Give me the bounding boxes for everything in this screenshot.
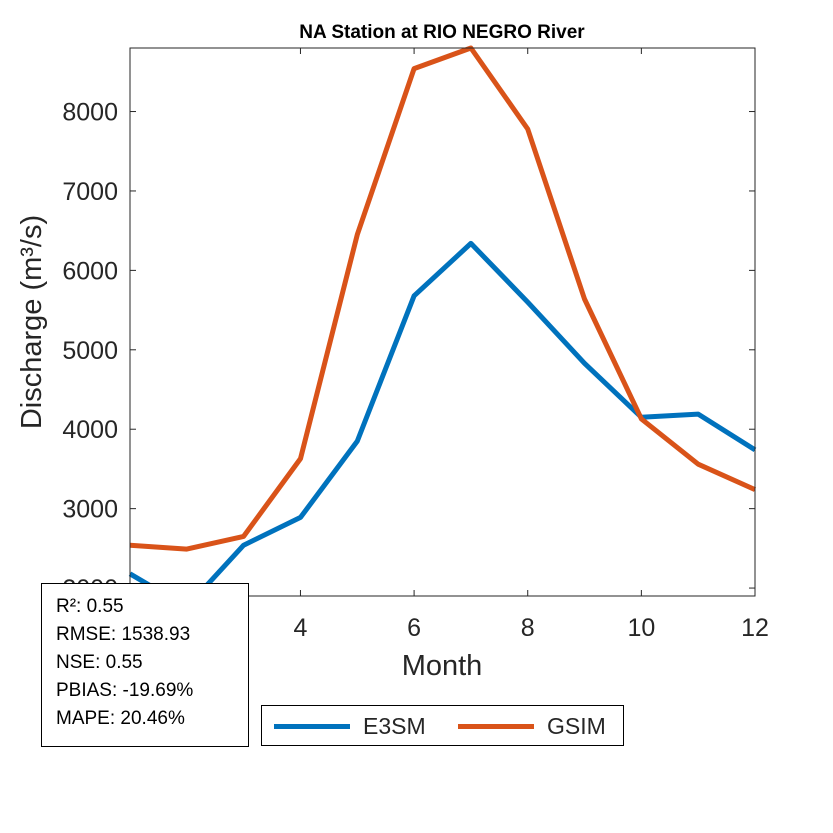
legend: E3SM GSIM xyxy=(261,705,624,746)
y-tick-label: 5000 xyxy=(62,337,118,365)
y-tick-label: 8000 xyxy=(62,99,118,127)
plot-frame xyxy=(129,47,756,597)
y-tick-label: 3000 xyxy=(62,496,118,524)
legend-swatch-e3sm xyxy=(274,724,350,729)
stats-mape: MAPE: 20.46% xyxy=(56,708,185,729)
y-tick-label: 7000 xyxy=(62,178,118,206)
stats-rmse: RMSE: 1538.93 xyxy=(56,624,191,645)
stats-nse: NSE: 0.55 xyxy=(56,652,143,673)
x-tick-label: 6 xyxy=(407,614,421,642)
x-tick-label: 8 xyxy=(521,614,535,642)
y-tick-label: 6000 xyxy=(62,257,118,285)
chart-title: NA Station at RIO NEGRO River xyxy=(299,22,585,43)
x-axis-label: Month xyxy=(402,650,483,682)
y-axis-label: Discharge (m³/s) xyxy=(16,215,48,429)
series-line-gsim xyxy=(129,45,757,552)
legend-label-gsim: GSIM xyxy=(547,713,606,739)
x-tick-label: 12 xyxy=(741,614,769,642)
series-line-e3sm xyxy=(128,240,757,610)
legend-label-e3sm: E3SM xyxy=(363,713,426,739)
x-tick-label: 10 xyxy=(627,614,655,642)
x-tick-label: 4 xyxy=(294,614,308,642)
plot-area xyxy=(130,48,755,596)
legend-swatch-gsim xyxy=(458,724,534,729)
stats-pbias: PBIAS: -19.69% xyxy=(56,680,194,701)
stats-r2: R²: 0.55 xyxy=(56,596,124,617)
y-tick-label: 4000 xyxy=(62,416,118,444)
stats-box: R²: 0.55 RMSE: 1538.93 NSE: 0.55 PBIAS: … xyxy=(41,583,249,747)
